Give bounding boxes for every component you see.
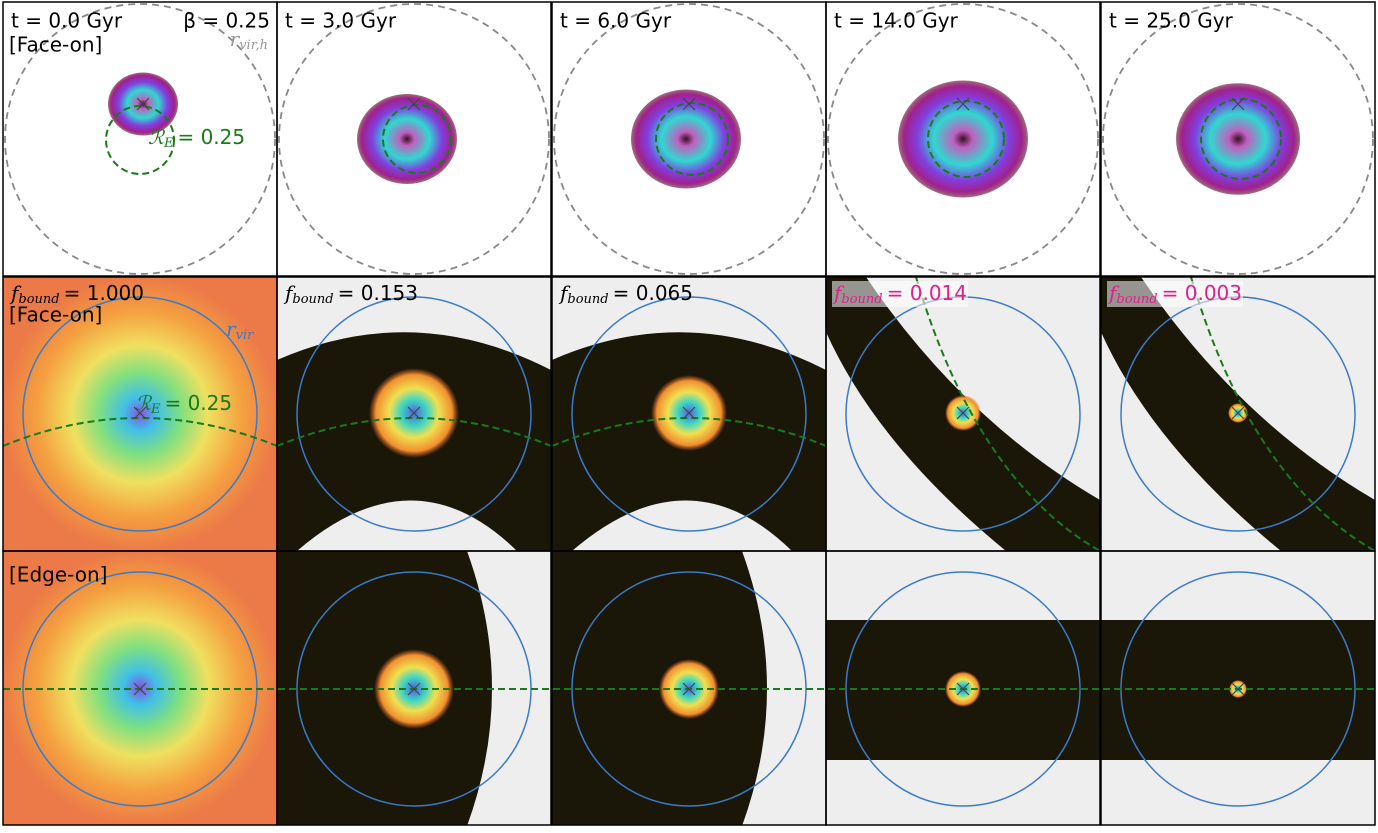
- subscript: bound: [567, 292, 608, 307]
- panel-frame: [1100, 550, 1376, 826]
- panel: [3, 2, 277, 276]
- center-marker: [956, 682, 970, 696]
- time-label: t = 14.0 Gyr: [834, 9, 959, 33]
- center-marker: [136, 97, 150, 111]
- panel: [826, 2, 1100, 276]
- orbit-arc: [1190, 277, 1375, 551]
- time-label: t = 0.0 Gyr: [11, 9, 123, 33]
- orbit-arc: [915, 277, 1100, 551]
- symbol: r: [226, 317, 237, 341]
- virial-circle: [278, 3, 550, 275]
- panel: [1101, 277, 1375, 551]
- orbit-arc: [552, 417, 826, 447]
- value: = 1.000: [64, 281, 144, 305]
- virial-circle: [571, 296, 807, 532]
- f-bound-label: fbound = 0.003: [1107, 281, 1242, 307]
- r-vir-h-label: rvir,h: [230, 27, 268, 53]
- center-marker: [407, 406, 421, 420]
- center-marker: [407, 97, 421, 111]
- center-marker: [956, 406, 970, 420]
- center-marker: [1231, 406, 1245, 420]
- panel-frame: [825, 1, 1101, 277]
- value: = 0.003: [1162, 281, 1242, 305]
- disk: [357, 94, 457, 184]
- center-marker: [1231, 682, 1245, 696]
- f-bound-label: fbound = 0.065: [558, 281, 693, 307]
- panel-bg: [3, 2, 277, 276]
- orbit-arc: [3, 417, 277, 447]
- disk: [898, 80, 1028, 198]
- r-e-label: ℛE = 0.25: [135, 391, 232, 417]
- time-label: t = 6.0 Gyr: [560, 9, 672, 33]
- subscript: vir,h: [239, 38, 268, 53]
- subscript: bound: [292, 292, 333, 307]
- face-on-label: [Face-on]: [9, 303, 102, 327]
- virial-circle: [4, 3, 276, 275]
- subscript: E: [150, 402, 161, 417]
- value: = 0.153: [338, 281, 418, 305]
- f-bound-label: fbound = 0.153: [283, 281, 418, 307]
- panel-frame: [276, 550, 552, 826]
- panel-frame: [1100, 1, 1376, 277]
- virial-circle: [22, 296, 258, 532]
- panel: [826, 277, 1100, 551]
- panel: [552, 2, 826, 276]
- panel-frame: [825, 550, 1101, 826]
- disk: [1176, 83, 1300, 195]
- orbit-circle: [1200, 98, 1282, 180]
- subscript: E: [163, 136, 174, 151]
- panel: [277, 277, 551, 551]
- center-marker: [1231, 97, 1245, 111]
- edge-on-label: [Edge-on]: [9, 563, 107, 587]
- virial-circle: [296, 296, 532, 532]
- center-marker: [407, 682, 421, 696]
- center-marker: [956, 97, 970, 111]
- subscript: bound: [1116, 292, 1157, 307]
- r-e-label: ℛE = 0.25: [148, 125, 245, 151]
- panel: [1101, 2, 1375, 276]
- orbit-circle: [655, 102, 729, 176]
- virial-circle: [553, 3, 825, 275]
- symbol: ℛ: [148, 125, 166, 149]
- value: = 0.25: [164, 391, 232, 415]
- orbit-circle: [105, 105, 175, 175]
- orbit-arc: [277, 417, 551, 447]
- value: = 0.25: [177, 125, 245, 149]
- subscript: bound: [18, 292, 59, 307]
- value: = 0.065: [613, 281, 693, 305]
- panel: [277, 2, 551, 276]
- beta-label: β = 0.25: [183, 9, 270, 33]
- center-marker: [682, 406, 696, 420]
- orbit-circle: [382, 104, 452, 174]
- symbol: r: [230, 27, 241, 51]
- f-bound-label: fbound = 0.014: [832, 281, 967, 307]
- center-marker: [133, 682, 147, 696]
- time-label: t = 25.0 Gyr: [1109, 9, 1234, 33]
- center-marker: [133, 406, 147, 420]
- virial-circle: [827, 3, 1099, 275]
- label-bg: [1107, 281, 1243, 307]
- panel: [552, 277, 826, 551]
- panel-frame: [276, 1, 552, 277]
- time-label: t = 3.0 Gyr: [285, 9, 397, 33]
- center-marker: [682, 97, 696, 111]
- face-on-label: [Face-on]: [9, 33, 102, 57]
- virial-circle: [1102, 3, 1374, 275]
- symbol: ℛ: [135, 391, 153, 415]
- r-vir-label: rvir: [226, 317, 254, 343]
- label-bg: [832, 281, 968, 307]
- subscript: bound: [841, 292, 882, 307]
- panel-bg: [3, 277, 277, 551]
- value: = 0.014: [887, 281, 967, 305]
- panel: [3, 277, 277, 551]
- center-marker: [682, 682, 696, 696]
- disk: [631, 89, 741, 189]
- subscript: vir: [236, 328, 255, 343]
